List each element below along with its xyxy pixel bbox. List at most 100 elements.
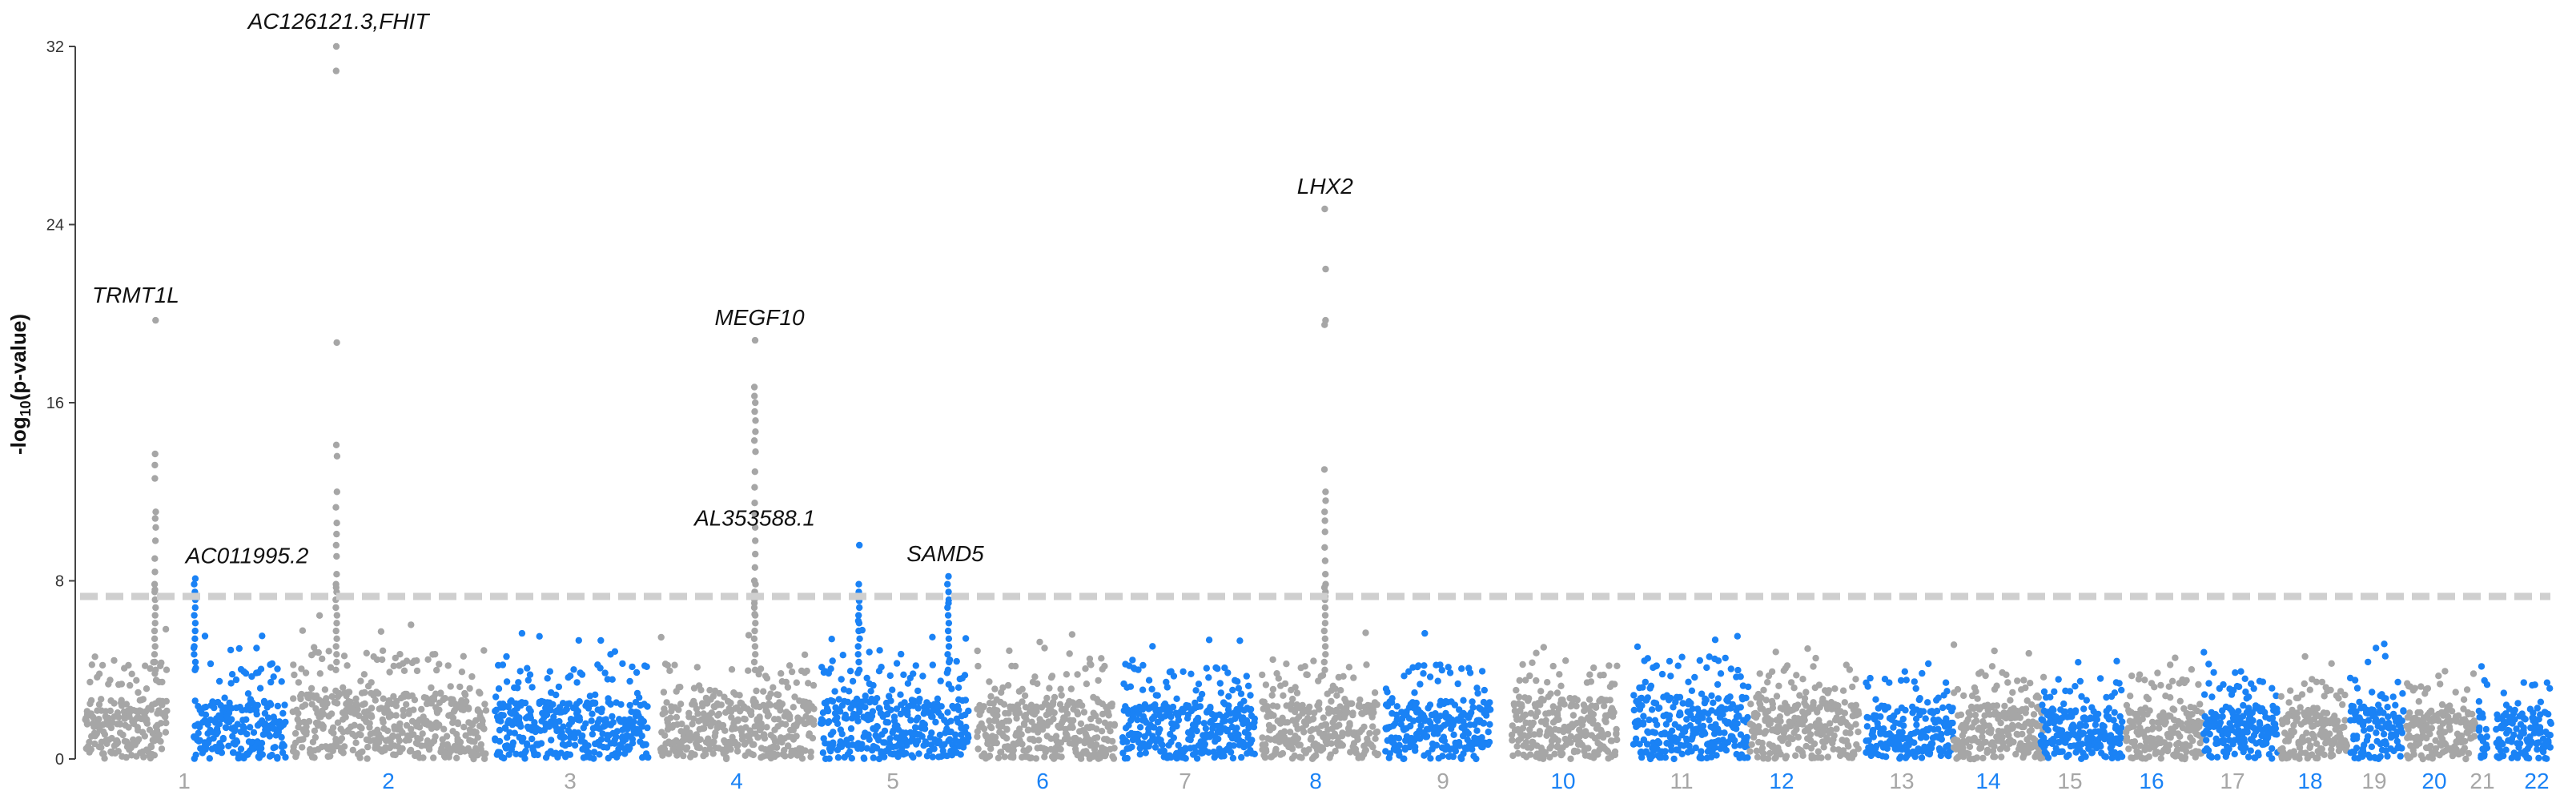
data-points — [82, 42, 2554, 763]
snp-point — [504, 742, 511, 749]
snp-point — [607, 701, 614, 708]
snp-point — [1465, 730, 1473, 737]
snp-point — [1446, 669, 1454, 677]
snp-point — [211, 704, 218, 712]
snp-point — [757, 665, 765, 672]
snp-point — [1884, 704, 1892, 711]
snp-point — [914, 714, 922, 721]
snp-point — [408, 725, 415, 733]
snp-point — [690, 715, 697, 722]
snp-point — [1352, 745, 1360, 753]
snp-point — [2027, 680, 2034, 687]
snp-point — [436, 660, 443, 668]
snp-point — [1847, 729, 1854, 737]
snp-point — [866, 648, 873, 656]
snp-point — [349, 746, 356, 754]
snp-point — [952, 731, 959, 738]
snp-point — [844, 698, 852, 706]
snp-point — [1269, 656, 1276, 664]
snp-point — [1903, 677, 1910, 684]
snp-point — [1717, 670, 1725, 677]
snp-point — [1558, 750, 1566, 757]
snp-point — [108, 734, 115, 742]
snp-point — [589, 730, 597, 738]
snp-point — [1708, 692, 1715, 700]
snp-point — [2105, 705, 2112, 712]
snp-point — [1270, 712, 1277, 719]
snp-point — [266, 733, 274, 740]
snp-point — [1585, 696, 1593, 703]
snp-point — [98, 661, 106, 669]
snp-point — [522, 747, 529, 755]
snp-point — [870, 681, 877, 689]
snp-point — [2111, 709, 2118, 717]
snp-point — [1841, 709, 1848, 717]
snp-point — [1350, 674, 1357, 681]
snp-point — [125, 724, 132, 731]
snp-point — [1224, 669, 1232, 677]
snp-point — [706, 686, 713, 694]
snp-point — [630, 718, 637, 725]
snp-point — [1587, 678, 1595, 685]
snp-point — [101, 755, 108, 762]
snp-point — [301, 701, 309, 709]
snp-point — [1666, 657, 1674, 665]
snp-point — [202, 703, 210, 711]
snp-point — [1269, 724, 1277, 732]
snp-point — [1710, 699, 1717, 706]
snp-point — [2116, 680, 2123, 687]
snp-point — [432, 690, 440, 697]
snp-point — [311, 754, 318, 761]
snp-point — [98, 744, 105, 751]
snp-point — [582, 720, 589, 727]
snp-point — [829, 657, 836, 664]
snp-point — [1923, 733, 1930, 741]
snp-point — [1536, 730, 1543, 738]
snp-point — [111, 656, 118, 664]
snp-point — [1513, 743, 1521, 750]
snp-point — [1647, 682, 1655, 689]
snp-point — [141, 733, 148, 740]
snp-point — [392, 712, 400, 719]
snp-point — [1438, 666, 1446, 674]
snp-point — [1094, 734, 1101, 741]
snp-point — [1919, 708, 1927, 715]
snp-point — [135, 736, 143, 743]
snp-point — [1954, 685, 1962, 693]
snp-point — [133, 677, 140, 684]
snp-point — [127, 681, 134, 689]
snp-point — [400, 706, 407, 714]
snp-point — [934, 695, 942, 702]
snp-point — [624, 725, 631, 733]
snp-point — [994, 712, 1001, 719]
snp-point — [246, 724, 254, 731]
snp-point — [1529, 659, 1536, 666]
snp-point — [480, 725, 487, 732]
snp-point — [250, 729, 258, 737]
snp-point — [1852, 701, 1860, 709]
snp-point — [118, 697, 125, 704]
snp-point — [1696, 656, 1703, 664]
snp-point — [543, 711, 551, 719]
snp-point — [793, 679, 800, 686]
snp-point — [327, 664, 335, 671]
snp-point — [1638, 702, 1646, 709]
snp-point — [734, 716, 741, 723]
snp-point — [983, 733, 991, 740]
snp-point — [754, 734, 762, 741]
snp-point — [311, 727, 319, 735]
snp-point — [666, 667, 673, 674]
snp-point — [2125, 745, 2132, 753]
snp-point — [357, 731, 364, 739]
snp-point — [243, 716, 250, 723]
snp-point — [1987, 729, 1995, 737]
snp-point — [290, 695, 297, 702]
snp-point — [114, 739, 122, 746]
snp-point — [2220, 681, 2227, 689]
snp-point — [114, 709, 122, 717]
snp-point — [1644, 694, 1651, 701]
snp-point — [2284, 718, 2291, 725]
snp-point — [988, 725, 995, 732]
snp-point — [1972, 688, 1979, 695]
snp-point — [1139, 686, 1147, 693]
